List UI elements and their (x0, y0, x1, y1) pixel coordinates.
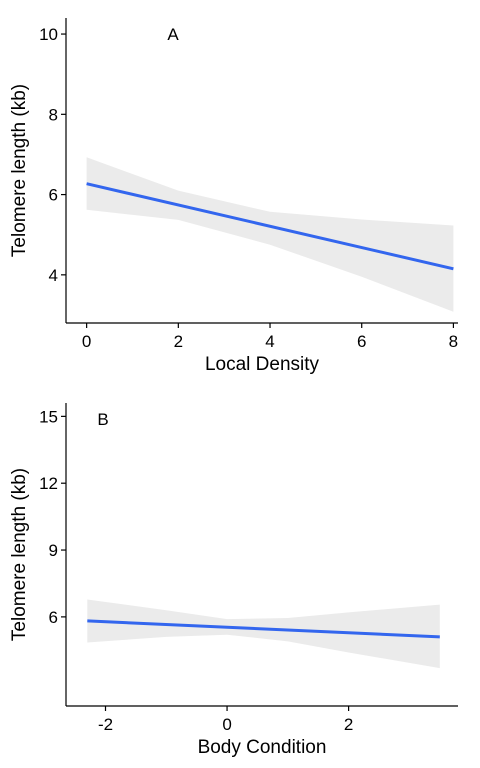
panel-a-y-tick-label: 4 (49, 266, 58, 285)
panel-a-y-tick-label: 6 (49, 186, 58, 205)
panel-b-x-tick-label: 2 (344, 715, 353, 734)
panel-a-x-axis-title: Local Density (205, 354, 320, 375)
panel-b-confidence-band (87, 599, 440, 669)
panel-b-y-tick-label: 12 (39, 474, 58, 493)
panel-b-y-tick-label: 9 (49, 541, 58, 560)
panel-a-x-tick-label: 0 (82, 332, 91, 351)
panel-b-y-tick-label: 6 (49, 608, 58, 627)
panel-a-x-tick-label: 4 (265, 332, 274, 351)
panel-b-y-axis-title: Telomere length (kb) (9, 468, 30, 641)
panel-a-x-tick-label: 2 (174, 332, 183, 351)
panel-b: 6 9 12 15 -2 0 2 B Body Condition Telomere le… (9, 403, 458, 758)
panel-b-x-ticks: -2 0 2 (98, 706, 353, 734)
panel-b-fit-line (87, 619, 440, 639)
panel-a-x-ticks: 0 2 4 6 8 (82, 323, 458, 351)
panel-a-y-tick-label: 10 (39, 25, 58, 44)
panel-a-x-tick-label: 8 (449, 332, 458, 351)
panel-b-y-tick-label: 15 (39, 407, 58, 426)
panel-a-label: A (167, 25, 179, 44)
panel-a-y-axis-title: Telomere length (kb) (9, 84, 30, 257)
panel-a-y-tick-label: 8 (49, 105, 58, 124)
panel-b-x-axis-title: Body Condition (198, 737, 327, 758)
panel-b-label: B (97, 410, 108, 429)
panel-b-x-tick-label: 0 (222, 715, 231, 734)
panel-a: 4 6 8 10 0 2 4 6 8 A Local Density Telomere len… (9, 18, 458, 375)
panel-a-x-tick-label: 6 (357, 332, 366, 351)
panel-a-confidence-band (86, 157, 454, 312)
panel-b-x-tick-label: -2 (98, 715, 113, 734)
panel-b-y-ticks: 6 9 12 15 (39, 407, 66, 627)
panel-a-fit-line (86, 182, 454, 271)
panel-a-y-ticks: 4 6 8 10 (39, 25, 66, 285)
